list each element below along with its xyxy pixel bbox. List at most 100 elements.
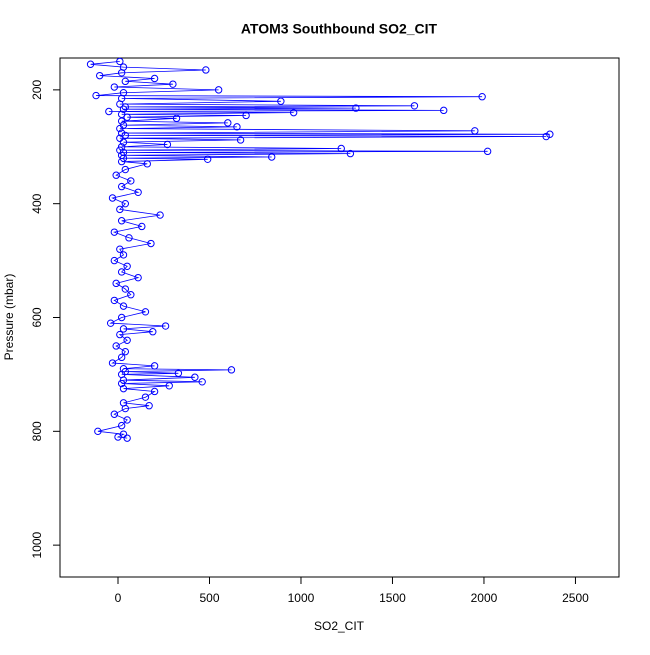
data-point [242, 111, 250, 120]
data-point [224, 119, 232, 127]
data-point [117, 69, 126, 77]
data-point [116, 245, 124, 253]
data-point [116, 134, 124, 142]
data-point [119, 138, 128, 146]
data-point [112, 279, 120, 288]
data-point [117, 129, 126, 137]
y-tick-label: 600 [30, 307, 44, 327]
x-tick-label: 2000 [471, 591, 498, 605]
data-point [150, 362, 159, 370]
data-point [121, 285, 130, 293]
data-point [117, 117, 126, 125]
data-point [410, 102, 419, 110]
data-point [440, 106, 448, 115]
x-tick-label: 1000 [288, 591, 315, 605]
data-point [191, 373, 199, 381]
data-point [214, 86, 223, 94]
y-tick-label: 800 [30, 421, 44, 441]
data-point [117, 182, 126, 191]
data-point [127, 291, 135, 299]
data-point [123, 434, 131, 442]
data-point [117, 353, 126, 362]
data-point [123, 336, 131, 344]
data-point [471, 127, 479, 135]
data-point [236, 136, 245, 144]
data-point [116, 146, 124, 154]
data-point [123, 416, 131, 424]
data-point [108, 359, 117, 367]
data-point [169, 80, 177, 88]
data-point [150, 74, 159, 83]
data-point [483, 147, 492, 156]
data-point [121, 77, 130, 86]
y-axis-label: Pressure (mbar) [2, 274, 16, 361]
data-point [110, 296, 119, 305]
data-point [119, 251, 128, 259]
data-point [110, 83, 119, 91]
data-point [337, 144, 345, 153]
data-point [346, 149, 355, 158]
data-point [116, 57, 124, 66]
data-point [119, 105, 128, 113]
data-point [147, 239, 155, 248]
data-point [117, 313, 126, 322]
data-point [352, 104, 360, 112]
data-point [141, 393, 150, 401]
data-point [121, 165, 130, 174]
data-point [117, 157, 126, 166]
chart-title: ATOM3 Southbound SO2_CIT [241, 21, 438, 37]
data-point [117, 217, 126, 225]
data-point [92, 91, 100, 100]
data-point [127, 177, 135, 185]
data-point [116, 330, 124, 339]
data-point [117, 421, 126, 430]
data-point [96, 71, 104, 80]
data-point [289, 108, 298, 117]
data-point [116, 205, 124, 214]
data-point [134, 273, 142, 282]
data-point [156, 211, 164, 219]
data-point [86, 60, 95, 68]
x-tick-label: 0 [115, 591, 122, 605]
data-point [202, 66, 210, 74]
data-point [546, 130, 554, 138]
data-point [123, 262, 131, 270]
data-point [110, 228, 119, 236]
data-point [121, 404, 130, 413]
data-point [174, 369, 183, 377]
data-point [542, 132, 550, 141]
data-point [198, 378, 206, 386]
data-point [163, 140, 172, 149]
data-point [123, 113, 131, 121]
data-point [108, 194, 117, 202]
data-point [150, 387, 159, 396]
data-point [233, 123, 241, 131]
data-point [119, 384, 128, 393]
data-line [90, 61, 550, 439]
data-point [134, 188, 142, 197]
data-point [145, 402, 153, 410]
data-point [141, 308, 150, 316]
data-point [114, 433, 122, 441]
data-point [116, 124, 124, 133]
data-point [121, 347, 130, 356]
data-point [172, 114, 181, 123]
data-point [117, 379, 126, 388]
x-axis-label: SO2_CIT [314, 619, 365, 633]
data-point [149, 328, 157, 336]
data-point [478, 92, 486, 101]
data-point [227, 366, 236, 374]
data-point [94, 427, 102, 436]
data-point [117, 268, 126, 276]
data-point [105, 107, 113, 116]
y-tick-label: 400 [30, 193, 44, 213]
data-point [112, 171, 120, 179]
x-tick-label: 1500 [379, 591, 406, 605]
data-point [138, 222, 146, 231]
data-point [121, 199, 130, 208]
data-point [119, 302, 128, 310]
y-tick-label: 1000 [30, 531, 44, 558]
data-point [112, 342, 120, 350]
data-point [121, 103, 130, 111]
